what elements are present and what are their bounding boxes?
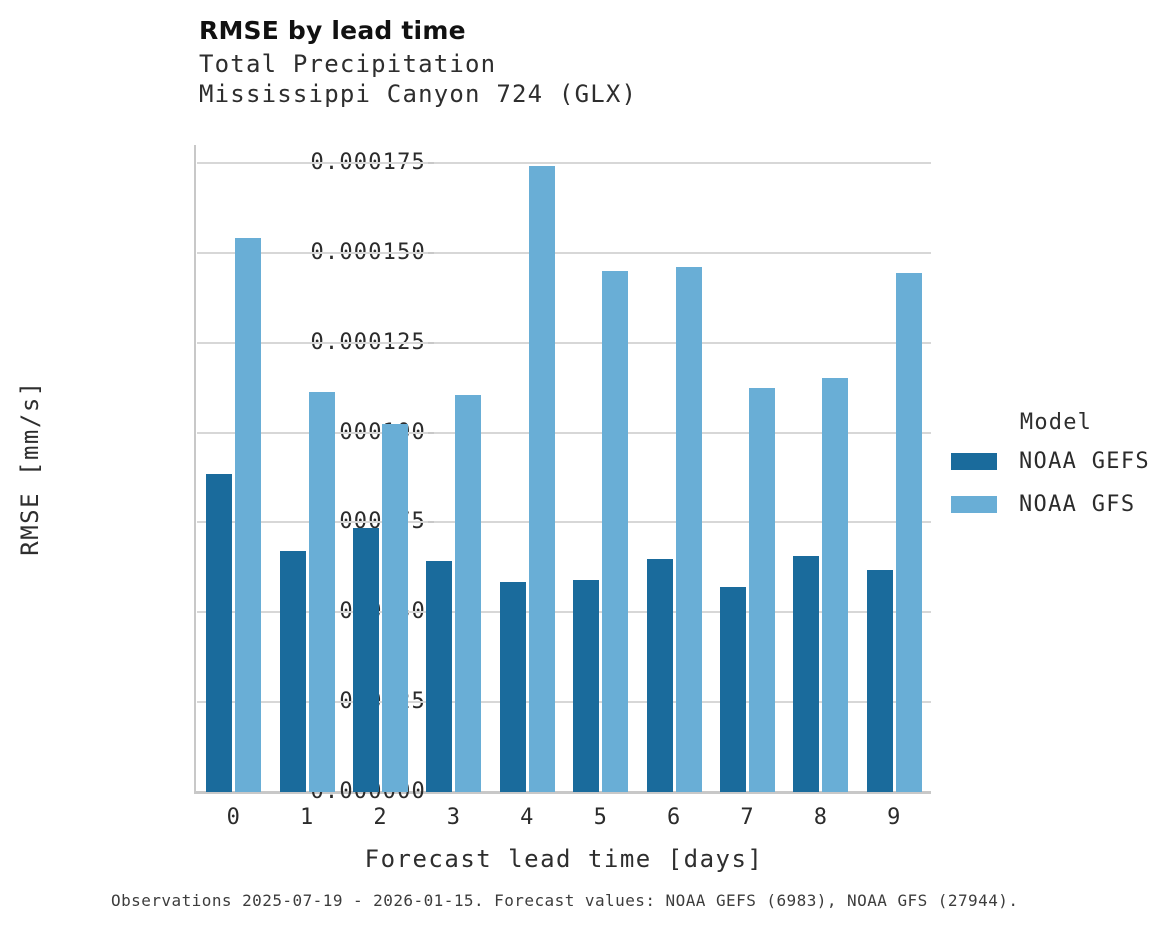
legend: Model NOAA GEFS NOAA GFS <box>951 410 1161 535</box>
legend-entry: NOAA GFS <box>951 492 1161 517</box>
bar-gefs-day-6 <box>646 559 673 792</box>
gridline <box>197 341 931 344</box>
chart-subtitle-variable: Total Precipitation <box>199 50 497 78</box>
x-axis-title: Forecast lead time [days] <box>364 845 764 873</box>
bar-gfs-day-4 <box>528 166 555 792</box>
legend-label: NOAA GEFS <box>1019 449 1150 474</box>
x-tick-label: 3 <box>446 805 462 830</box>
y-tick-mark <box>428 341 434 344</box>
gridline <box>197 431 931 434</box>
y-tick-mark <box>428 521 434 524</box>
chart-title: RMSE by lead time <box>199 16 466 45</box>
x-tick-label: 1 <box>299 805 315 830</box>
bar-gfs-day-9 <box>895 272 922 792</box>
bar-gefs-day-3 <box>426 561 453 792</box>
y-tick-mark <box>428 791 434 793</box>
gridline <box>197 251 931 254</box>
bar-gfs-day-3 <box>455 395 482 792</box>
caption: Observations 2025-07-19 - 2026-01-15. Fo… <box>111 891 1019 910</box>
y-tick-mark <box>428 251 434 254</box>
bar-gefs-day-5 <box>573 580 600 792</box>
legend-title: Model <box>1019 410 1093 435</box>
x-tick-label: 0 <box>226 805 241 830</box>
x-tick-label: 5 <box>593 805 608 830</box>
bar-gfs-day-1 <box>308 391 335 792</box>
bar-gefs-day-9 <box>866 569 893 792</box>
x-tick-label: 8 <box>813 805 829 830</box>
bar-gfs-day-5 <box>602 270 629 792</box>
bar-gefs-day-4 <box>499 581 526 792</box>
gridline <box>197 611 931 614</box>
bar-gfs-day-6 <box>675 266 702 792</box>
x-tick-label: 7 <box>740 805 755 830</box>
plot-area <box>197 145 931 792</box>
y-axis-spine <box>194 145 196 793</box>
x-tick-label: 4 <box>520 805 535 830</box>
x-tick-label: 9 <box>887 805 902 830</box>
gridline <box>197 521 931 524</box>
bar-gefs-day-8 <box>793 555 820 792</box>
bar-gefs-day-0 <box>206 473 233 792</box>
legend-swatch-icon <box>951 453 997 470</box>
bar-gfs-day-8 <box>822 377 849 792</box>
bar-gefs-day-1 <box>279 551 306 792</box>
x-tick-label: 2 <box>373 805 388 830</box>
legend-entries: NOAA GEFS NOAA GFS <box>951 449 1161 517</box>
bar-gfs-day-2 <box>382 424 408 792</box>
x-axis-spine <box>194 791 931 794</box>
y-axis-title: RMSE [mm/s] <box>16 380 44 556</box>
bar-gefs-day-7 <box>720 587 746 792</box>
legend-swatch-icon <box>951 496 997 513</box>
legend-entry: NOAA GEFS <box>951 449 1161 474</box>
gridline <box>197 161 931 164</box>
gridline <box>197 701 931 704</box>
legend-label: NOAA GFS <box>1019 492 1136 517</box>
y-tick-mark <box>428 431 434 434</box>
x-tick-label: 6 <box>666 805 682 830</box>
bar-gefs-day-2 <box>353 528 379 792</box>
y-tick-mark <box>428 161 434 164</box>
chart-subtitle-location: Mississippi Canyon 724 (GLX) <box>199 80 638 108</box>
bar-gfs-day-7 <box>749 387 775 792</box>
bar-gfs-day-0 <box>235 237 262 792</box>
